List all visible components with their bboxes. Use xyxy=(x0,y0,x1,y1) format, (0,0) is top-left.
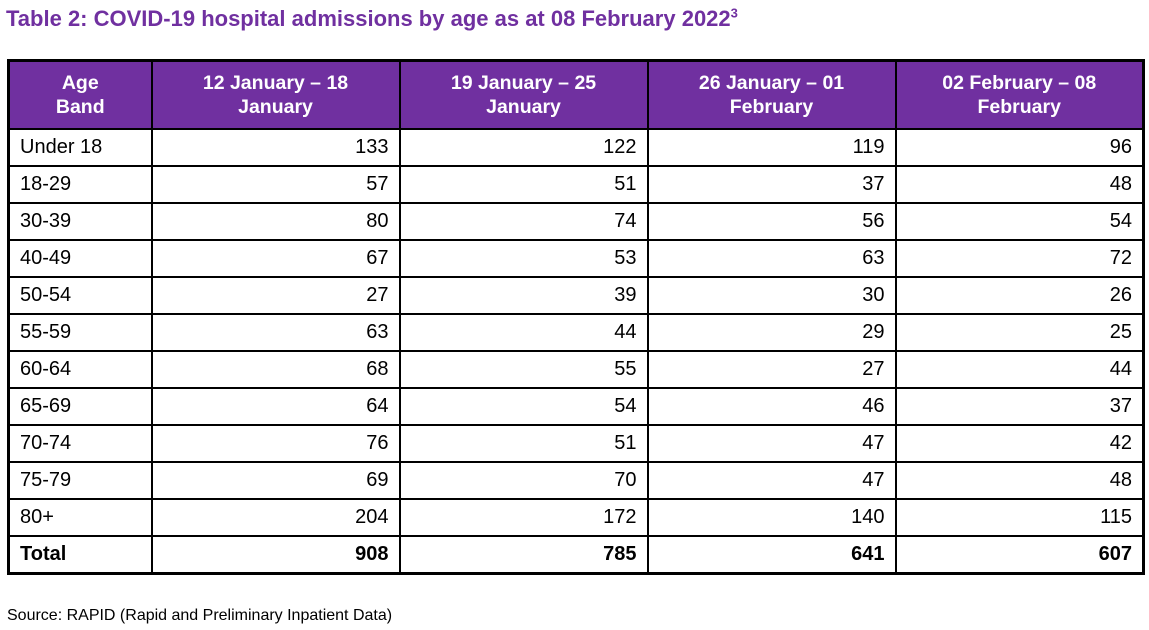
admissions-value-cell: 115 xyxy=(894,498,1145,537)
age-band-cell: 70-74 xyxy=(7,424,153,463)
table-row: 18-29 57 51 37 48 xyxy=(7,165,1145,204)
age-band-cell: 55-59 xyxy=(7,313,153,352)
admissions-value-cell: 204 xyxy=(150,498,401,537)
admissions-value-cell: 122 xyxy=(398,128,649,167)
table-row: 75-79 69 70 47 48 xyxy=(7,461,1145,500)
admissions-value-cell: 30 xyxy=(646,276,897,315)
age-band-cell: 75-79 xyxy=(7,461,153,500)
admissions-value-cell: 47 xyxy=(646,461,897,500)
admissions-value-cell: 47 xyxy=(646,424,897,463)
admissions-value-cell: 56 xyxy=(646,202,897,241)
admissions-value-cell: 27 xyxy=(646,350,897,389)
table-row: 40-49 67 53 63 72 xyxy=(7,239,1145,278)
admissions-value-cell: 46 xyxy=(646,387,897,426)
admissions-value-cell: 64 xyxy=(150,387,401,426)
age-band-cell: 60-64 xyxy=(7,350,153,389)
header-week-4: 02 February – 08 February xyxy=(894,59,1145,130)
admissions-value-cell: 76 xyxy=(150,424,401,463)
table-row: 30-39 80 74 56 54 xyxy=(7,202,1145,241)
header-line: 12 January – 18 xyxy=(202,72,349,94)
admissions-value-cell: 54 xyxy=(894,202,1145,241)
total-value-cell: 785 xyxy=(398,535,649,575)
admissions-value-cell: 70 xyxy=(398,461,649,500)
header-line: January xyxy=(238,96,313,118)
table-footer: Total 908 785 641 607 xyxy=(7,535,1145,575)
admissions-value-cell: 48 xyxy=(894,461,1145,500)
header-line: January xyxy=(486,96,561,118)
admissions-value-cell: 63 xyxy=(646,239,897,278)
admissions-value-cell: 133 xyxy=(150,128,401,167)
admissions-value-cell: 25 xyxy=(894,313,1145,352)
header-row: Age Band 12 January – 18 January 19 Janu… xyxy=(7,59,1145,130)
table-header: Age Band 12 January – 18 January 19 Janu… xyxy=(7,59,1145,130)
admissions-value-cell: 72 xyxy=(894,239,1145,278)
admissions-value-cell: 42 xyxy=(894,424,1145,463)
admissions-value-cell: 39 xyxy=(398,276,649,315)
footnote-marker: 3 xyxy=(730,5,738,21)
header-line: Band xyxy=(55,96,105,118)
total-row: Total 908 785 641 607 xyxy=(7,535,1145,575)
admissions-value-cell: 27 xyxy=(150,276,401,315)
admissions-table: Age Band 12 January – 18 January 19 Janu… xyxy=(7,59,1145,575)
age-band-cell: 65-69 xyxy=(7,387,153,426)
age-band-cell: 18-29 xyxy=(7,165,153,204)
admissions-value-cell: 140 xyxy=(646,498,897,537)
age-band-cell: 50-54 xyxy=(7,276,153,315)
header-line: February xyxy=(729,96,814,118)
header-line: February xyxy=(977,96,1061,118)
page-title: Table 2: COVID-19 hospital admissions by… xyxy=(0,0,1149,32)
admissions-value-cell: 67 xyxy=(150,239,401,278)
admissions-value-cell: 172 xyxy=(398,498,649,537)
admissions-value-cell: 53 xyxy=(398,239,649,278)
admissions-value-cell: 37 xyxy=(894,387,1145,426)
age-band-cell: 80+ xyxy=(7,498,153,537)
header-line: 26 January – 01 xyxy=(698,72,845,94)
table-row: 80+ 204 172 140 115 xyxy=(7,498,1145,537)
age-band-cell: 40-49 xyxy=(7,239,153,278)
admissions-value-cell: 68 xyxy=(150,350,401,389)
admissions-value-cell: 96 xyxy=(894,128,1145,167)
admissions-value-cell: 63 xyxy=(150,313,401,352)
admissions-value-cell: 44 xyxy=(398,313,649,352)
admissions-value-cell: 29 xyxy=(646,313,897,352)
table-row: Under 18 133 122 119 96 xyxy=(7,128,1145,167)
admissions-value-cell: 69 xyxy=(150,461,401,500)
admissions-value-cell: 57 xyxy=(150,165,401,204)
admissions-value-cell: 80 xyxy=(150,202,401,241)
admissions-value-cell: 51 xyxy=(398,165,649,204)
admissions-value-cell: 48 xyxy=(894,165,1145,204)
header-week-1: 12 January – 18 January xyxy=(150,59,401,130)
table-row: 65-69 64 54 46 37 xyxy=(7,387,1145,426)
total-label-cell: Total xyxy=(7,535,153,575)
age-band-cell: Under 18 xyxy=(7,128,153,167)
admissions-value-cell: 44 xyxy=(894,350,1145,389)
total-value-cell: 607 xyxy=(894,535,1145,575)
age-band-cell: 30-39 xyxy=(7,202,153,241)
header-line: Age xyxy=(61,72,99,94)
total-value-cell: 641 xyxy=(646,535,897,575)
page-title-text: Table 2: COVID-19 hospital admissions by… xyxy=(6,6,731,31)
table-row: 70-74 76 51 47 42 xyxy=(7,424,1145,463)
admissions-value-cell: 51 xyxy=(398,424,649,463)
table-row: 60-64 68 55 27 44 xyxy=(7,350,1145,389)
admissions-value-cell: 37 xyxy=(646,165,897,204)
admissions-value-cell: 119 xyxy=(646,128,897,167)
admissions-value-cell: 54 xyxy=(398,387,649,426)
admissions-value-cell: 55 xyxy=(398,350,649,389)
table-row: 55-59 63 44 29 25 xyxy=(7,313,1145,352)
header-line: 02 February – 08 xyxy=(942,72,1097,94)
header-line: 19 January – 25 xyxy=(450,72,597,94)
header-age-band: Age Band xyxy=(7,59,153,130)
header-week-2: 19 January – 25 January xyxy=(398,59,649,130)
source-note: Source: RAPID (Rapid and Preliminary Inp… xyxy=(7,607,393,624)
total-value-cell: 908 xyxy=(150,535,401,575)
table-body: Under 18 133 122 119 96 18-29 57 51 37 48 30-39 80 7… xyxy=(7,128,1145,537)
header-week-3: 26 January – 01 February xyxy=(646,59,897,130)
admissions-value-cell: 74 xyxy=(398,202,649,241)
table-row: 50-54 27 39 30 26 xyxy=(7,276,1145,315)
admissions-value-cell: 26 xyxy=(894,276,1145,315)
